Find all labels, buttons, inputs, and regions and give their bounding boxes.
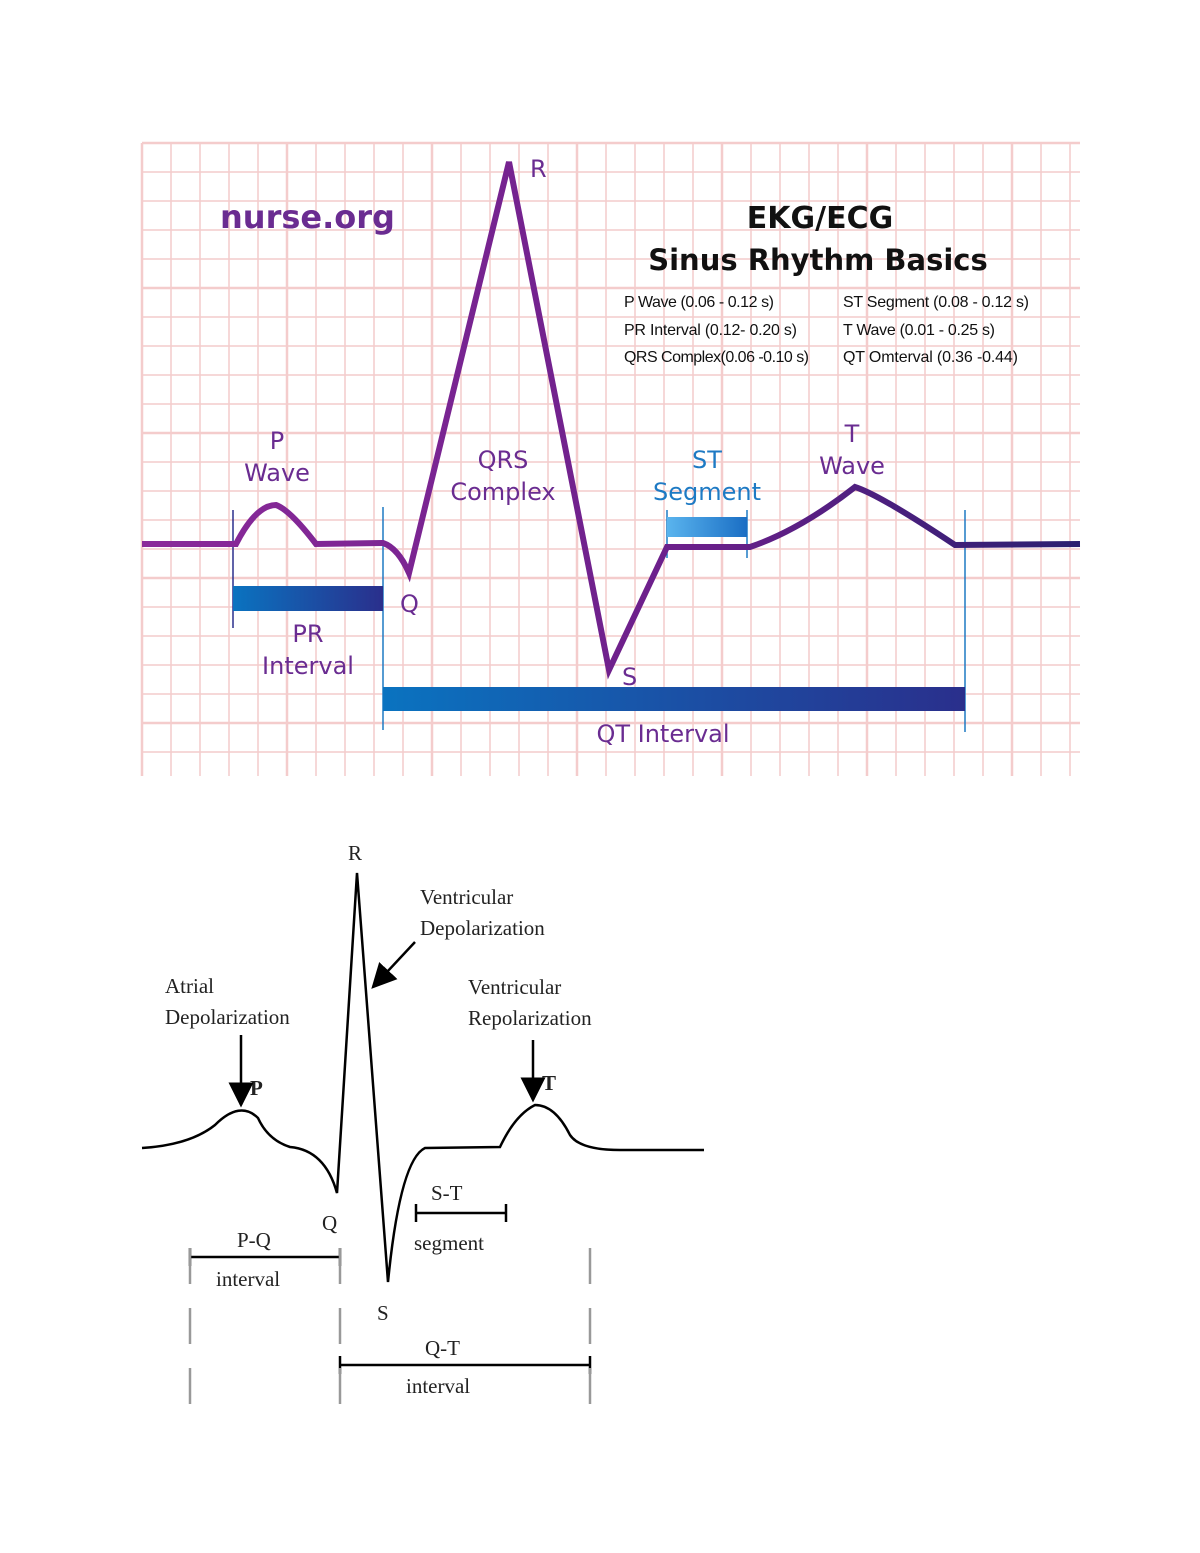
bw-st-2: segment: [414, 1231, 484, 1255]
ecg-grid: [140, 141, 1080, 776]
label-qt: QT Interval: [596, 720, 729, 748]
qt-interval-bar: [383, 687, 965, 711]
pr-interval-bar: [233, 586, 383, 611]
legend-st-segment: ST Segment (0.08 - 0.12 s): [843, 294, 1029, 311]
ecg-trace-bw: [141, 872, 704, 1283]
bw-vent-rep-2: Repolarization: [468, 1006, 592, 1030]
legend-qrs: QRS Complex(0.06 -0.10 s): [624, 349, 809, 366]
label-t-2: Wave: [819, 452, 885, 480]
legend-pr-interval: PR Interval (0.12- 0.20 s): [624, 322, 797, 339]
label-s: S: [622, 663, 637, 691]
label-t-1: T: [844, 420, 860, 448]
label-st-1: ST: [692, 446, 722, 474]
bw-vent-dep-2: Depolarization: [420, 916, 545, 940]
bw-vent-rep-1: Ventricular: [468, 975, 561, 999]
label-pr-1: PR: [292, 620, 323, 648]
bw-pq-1: P-Q: [237, 1228, 271, 1252]
label-r: R: [530, 155, 547, 183]
bw-label-q: Q: [322, 1211, 337, 1235]
bw-atrial-dep-2: Depolarization: [165, 1005, 290, 1029]
label-q: Q: [400, 590, 419, 618]
label-p-wave-2: Wave: [244, 459, 310, 487]
label-qrs-2: Complex: [450, 478, 555, 506]
arrow-ventricular-depolarization: [371, 941, 416, 989]
label-p-wave-1: P: [270, 427, 284, 455]
ecg-trace: [142, 161, 1081, 680]
bw-atrial-dep-1: Atrial: [165, 974, 214, 998]
bw-st-1: S-T: [431, 1181, 463, 1205]
bw-label-s: S: [377, 1301, 389, 1325]
bw-vent-dep-1: Ventricular: [420, 885, 513, 909]
label-qrs-1: QRS: [478, 446, 529, 474]
legend-t-wave: T Wave (0.01 - 0.25 s): [843, 322, 995, 339]
legend-qt-interval: QT Omterval (0.36 -0.44): [843, 349, 1018, 366]
bw-label-p: P: [250, 1076, 263, 1100]
legend-p-wave: P Wave (0.06 - 0.12 s): [624, 294, 774, 311]
label-st-2: Segment: [653, 478, 761, 506]
logo: nurse.org: [220, 198, 395, 236]
title-line2: Sinus Rhythm Basics: [648, 243, 988, 277]
bw-qt-2: interval: [406, 1374, 470, 1398]
bw-pq-2: interval: [216, 1267, 280, 1291]
bw-label-t: T: [542, 1071, 556, 1095]
bw-qt-1: Q-T: [425, 1336, 460, 1360]
bw-dashed-guides: [188, 1248, 592, 1408]
bw-label-r: R: [348, 841, 362, 865]
title-line1: EKG/ECG: [747, 201, 893, 236]
label-pr-2: Interval: [262, 652, 354, 680]
st-segment-bar: [667, 517, 747, 537]
